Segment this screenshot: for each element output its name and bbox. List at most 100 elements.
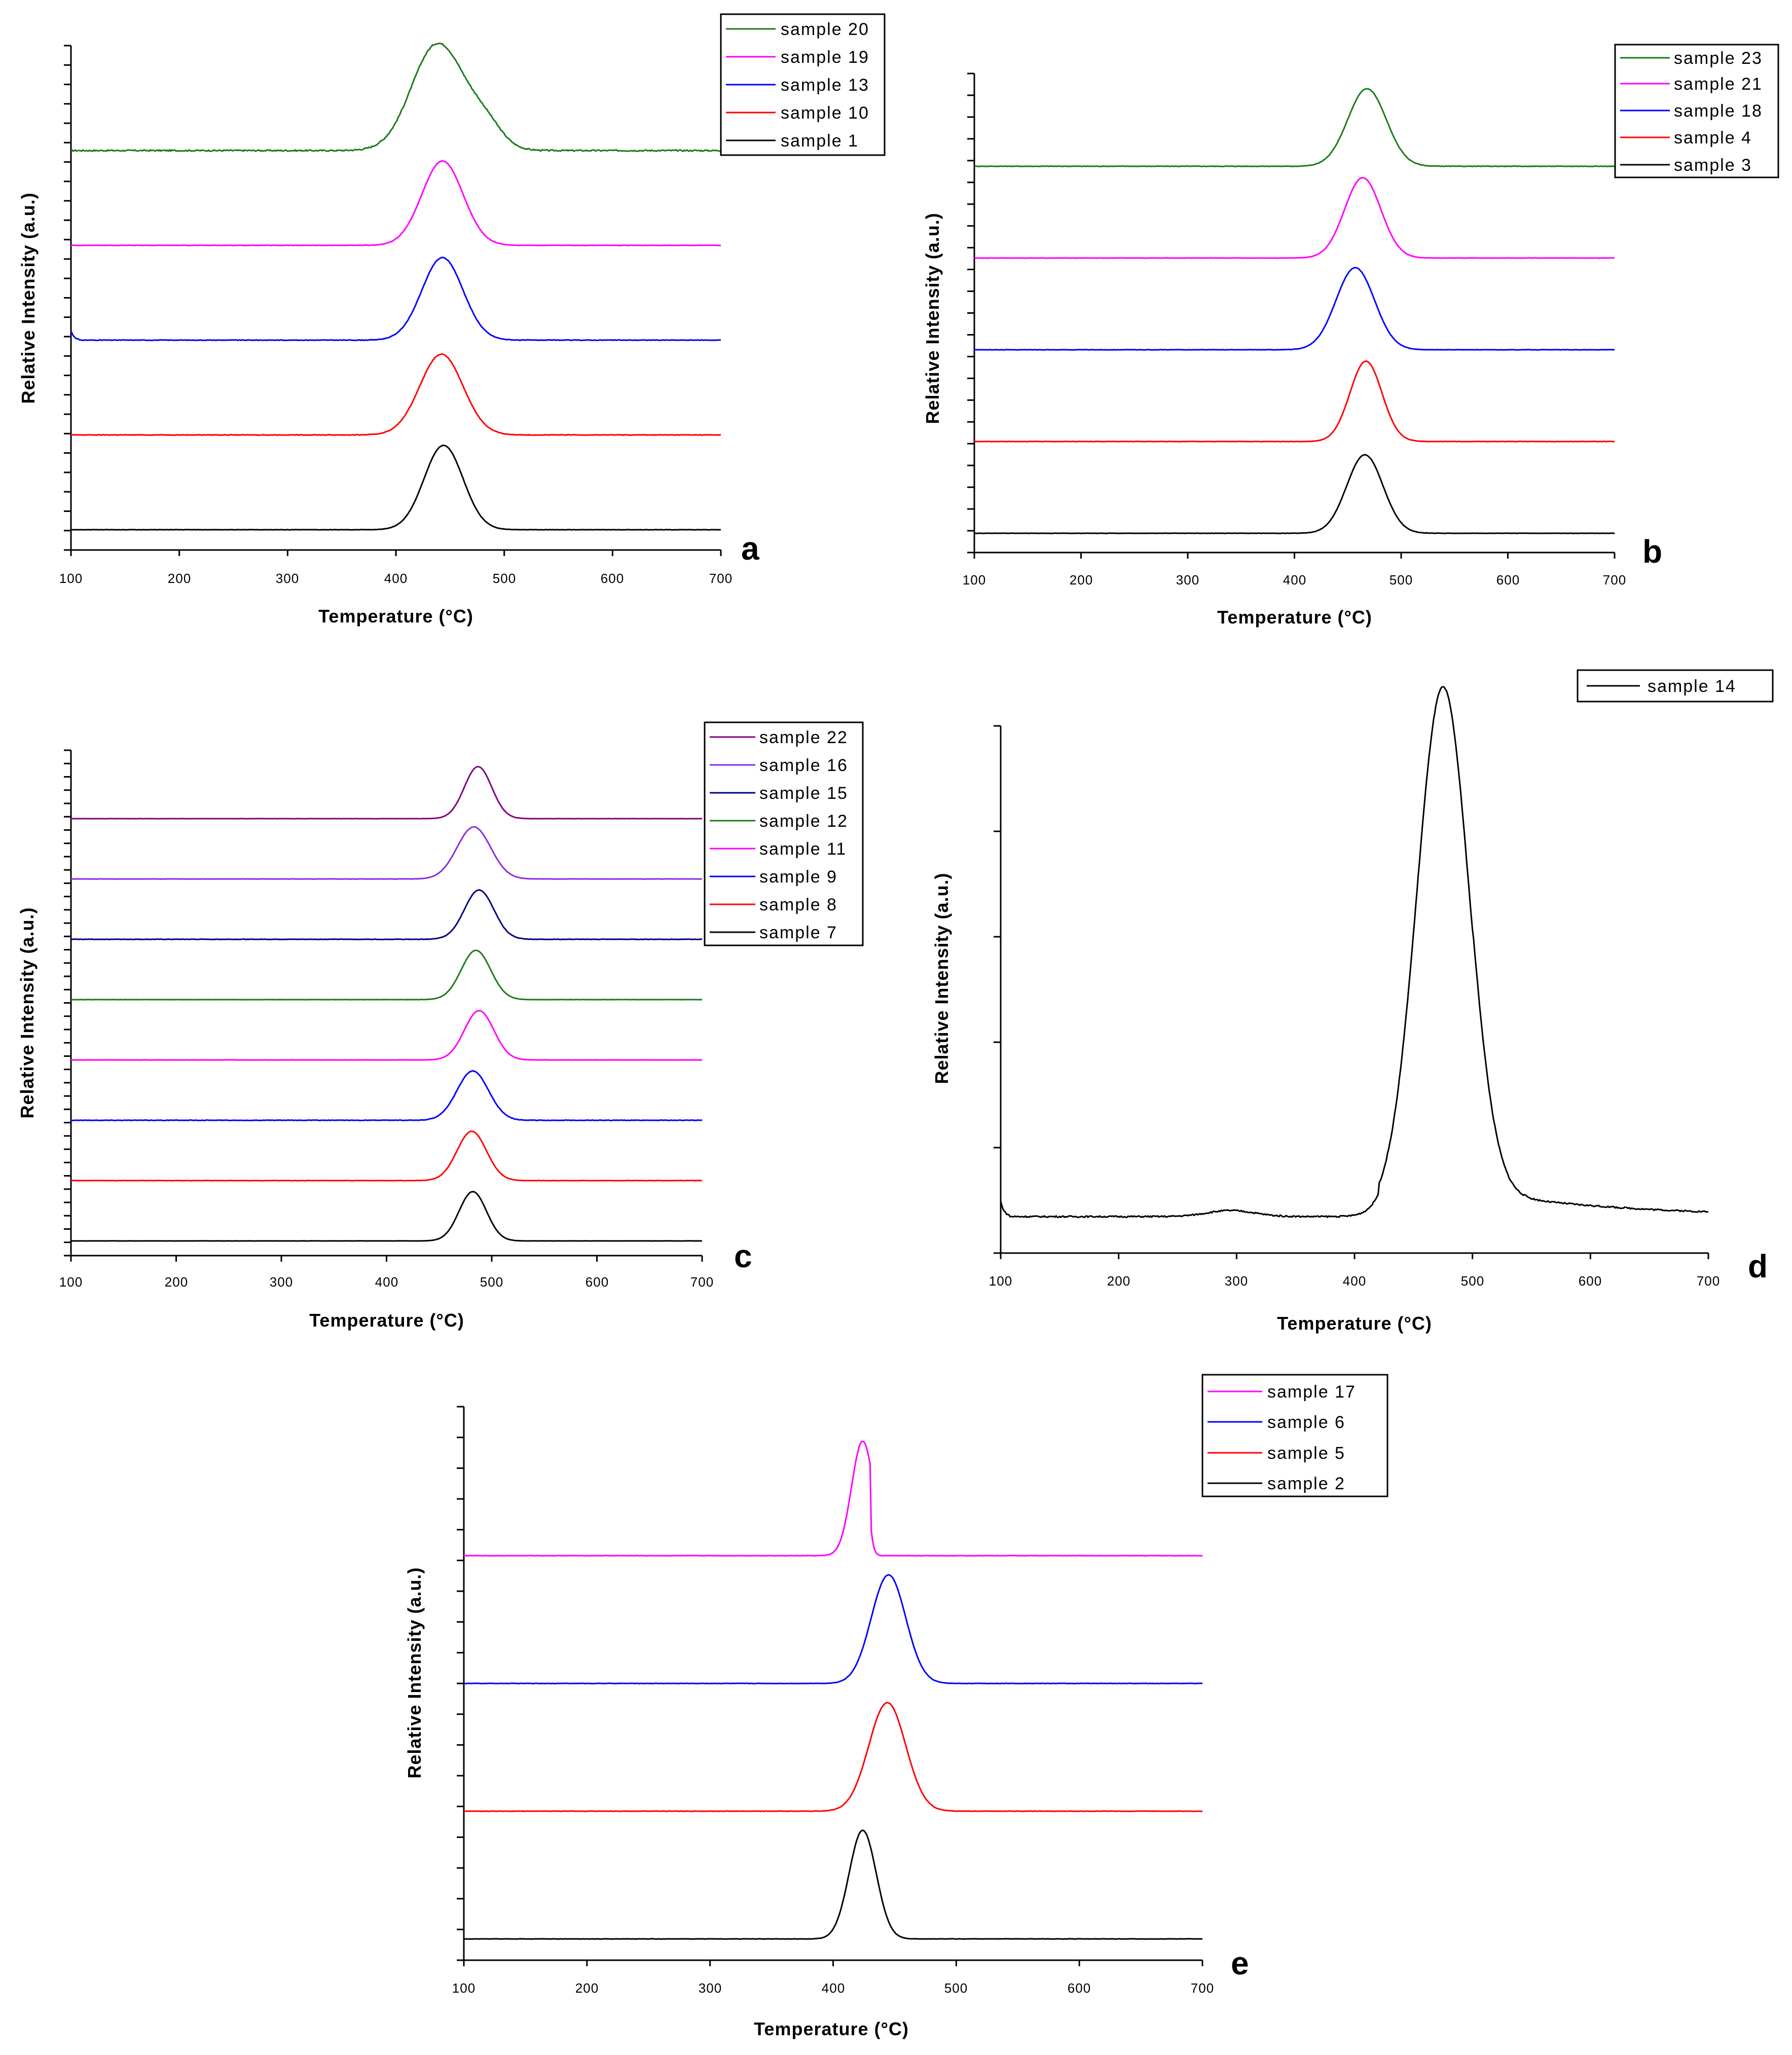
legend: sample 20 sample 19 sample 13 sample 10 … [720,13,886,156]
series-line [974,454,1615,534]
legend-label: sample 12 [759,812,848,831]
series-line [70,889,702,940]
x-tick-labels: 100 200 300 400 500 600 700 [963,572,1626,588]
x-axis-ticks [70,550,722,556]
series-line [1000,686,1709,1218]
series-line [463,1829,1203,1940]
legend-entry: sample 8 [710,895,836,914]
x-tick-label: 300 [276,571,299,586]
series-layer [70,765,703,1242]
x-tick-label: 700 [1191,1980,1214,1996]
legend-entry: sample 12 [710,812,848,831]
x-tick-label: 600 [1579,1273,1602,1289]
legend-label: sample 19 [781,48,869,67]
x-tick-label: 600 [586,1274,609,1290]
x-tick-label: 400 [384,571,408,586]
x-axis-title: Temperature (°C) [309,1310,464,1331]
legend-entry: sample 3 [1620,156,1752,175]
x-tick-label: 100 [59,571,83,586]
legend-entry: sample 1 [726,131,858,151]
legend-box [1201,1374,1388,1497]
x-tick-label: 400 [375,1274,398,1290]
legend-entry: sample 21 [1620,75,1763,94]
x-tick-label: 400 [822,1980,845,1996]
y-axis-ticks [64,749,71,1257]
series-line [463,1702,1203,1812]
x-tick-label: 100 [963,572,986,588]
x-tick-labels: 100 200 300 400 500 600 700 [452,1980,1214,1996]
x-tick-label: 200 [575,1980,599,1996]
series-line [70,1010,702,1061]
y-axis-title: Relative Intensity (a.u.) [404,1567,425,1778]
panel-c: 100 200 300 400 500 600 700 Temperature … [17,721,864,1331]
x-tick-label: 100 [452,1980,476,1996]
legend-label: sample 9 [759,867,837,887]
legend-entry: sample 6 [1208,1413,1345,1432]
panel-b: 100 200 300 400 500 600 700 Temperature … [922,44,1779,628]
x-axis-ticks [973,553,1616,559]
legend-entry: sample 16 [710,756,847,775]
y-axis-ticks [994,725,1001,1254]
legend-entry: sample 9 [710,867,837,887]
x-axis-ticks [463,1960,1203,1966]
legend: sample 23 sample 21 sample 18 sample 4 s… [1614,44,1779,178]
series-line [70,1130,703,1182]
x-tick-labels: 100 200 300 400 500 600 700 [59,571,733,586]
legend-label: sample 21 [1674,75,1763,94]
legend-label: sample 7 [759,923,837,942]
panel-letter: b [1642,533,1662,570]
x-tick-label: 300 [699,1980,722,1996]
legend-label: sample 3 [1674,156,1752,175]
y-axis-title: Relative Intensity (a.u.) [931,872,952,1084]
series-line [463,1574,1203,1684]
panel-a: 100 200 300 400 500 600 700 Temperature … [18,13,886,627]
legend-entry: sample 17 [1208,1382,1355,1402]
x-tick-label: 600 [601,571,624,586]
series-line [70,353,721,436]
legend-entry: sample 14 [1587,677,1735,696]
panel-letter: c [734,1238,752,1274]
series-line [974,177,1615,259]
x-tick-label: 200 [165,1274,188,1290]
x-tick-label: 500 [493,571,516,586]
x-tick-labels: 100 200 300 400 500 600 700 [59,1274,713,1290]
legend-entry: sample 18 [1620,101,1762,121]
x-tick-label: 700 [709,571,733,586]
legend-entry: sample 4 [1620,128,1752,148]
series-line [463,1440,1203,1557]
x-axis-ticks [70,1256,703,1262]
legend-entry: sample 23 [1620,49,1763,68]
x-tick-label: 500 [480,1274,503,1290]
x-tick-label: 200 [168,571,191,586]
x-tick-label: 100 [989,1273,1012,1289]
series-line [70,1070,703,1121]
legend-label: sample 5 [1267,1444,1345,1463]
series-line [974,360,1615,443]
x-tick-label: 600 [1068,1980,1091,1996]
legend-label: sample 23 [1674,49,1763,68]
y-axis-title: Relative Intensity (a.u.) [18,192,39,403]
legend-entry: sample 7 [710,923,837,942]
x-tick-label: 500 [944,1980,968,1996]
x-tick-label: 700 [1697,1273,1720,1289]
x-tick-labels: 100 200 300 400 500 600 700 [989,1273,1720,1289]
legend-entry: sample 2 [1208,1474,1344,1493]
x-tick-label: 400 [1283,572,1306,588]
y-axis-ticks [967,72,974,554]
legend-label: sample 4 [1674,128,1752,148]
legend-entry: sample 20 [726,20,868,39]
x-axis-ticks [1000,1253,1709,1259]
legend-entry: sample 19 [726,48,869,67]
series-line [70,43,721,152]
legend-label: sample 13 [781,76,869,95]
legend: sample 22 sample 16 sample 15 sample 12 … [704,721,864,946]
panel-letter: e [1231,1945,1249,1981]
legend-label: sample 6 [1267,1413,1345,1432]
series-line [70,1191,702,1242]
x-tick-label: 500 [1389,572,1413,588]
legend-entry: sample 22 [710,728,847,747]
series-layer [974,88,1615,534]
series-line [71,949,703,1001]
series-line [70,160,721,246]
